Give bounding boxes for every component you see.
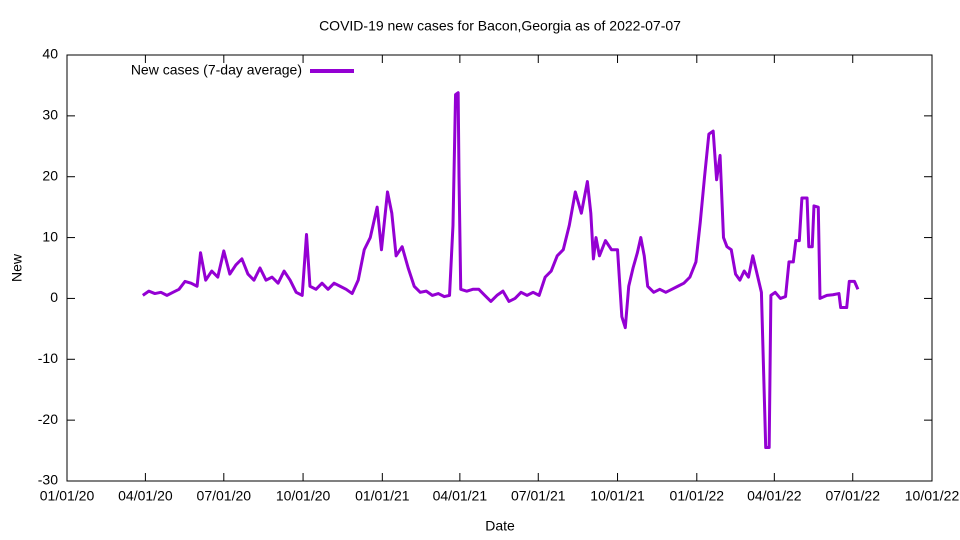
x-tick-label: 07/01/22 (825, 488, 880, 504)
x-tick-label: 10/01/22 (905, 488, 960, 504)
x-axis-label: Date (485, 518, 515, 534)
y-tick-label: -20 (38, 411, 58, 427)
x-tick-label: 10/01/21 (590, 488, 645, 504)
y-tick-label: 10 (42, 228, 58, 244)
y-tick-label: 30 (42, 107, 58, 123)
data-line (141, 91, 860, 450)
chart-title: COVID-19 new cases for Bacon,Georgia as … (319, 18, 681, 34)
x-tick-label: 01/01/22 (670, 488, 725, 504)
y-tick-label: 20 (42, 167, 58, 183)
legend-label: New cases (7-day average) (131, 62, 302, 78)
y-axis-label: New (9, 253, 25, 282)
x-tick-label: 01/01/20 (40, 488, 95, 504)
x-tick-label: 04/01/22 (747, 488, 802, 504)
plot-frame (66, 54, 933, 482)
x-tick-label: 10/01/20 (276, 488, 331, 504)
y-tick-label: -30 (38, 472, 58, 488)
x-tick-label: 07/01/21 (511, 488, 566, 504)
x-tick-label: 01/01/21 (355, 488, 410, 504)
y-tick-label: -10 (38, 350, 58, 366)
x-tick-label: 04/01/21 (433, 488, 488, 504)
y-tick-label: 40 (42, 46, 58, 62)
x-tick-label: 04/01/20 (118, 488, 173, 504)
x-tick-label: 07/01/20 (197, 488, 252, 504)
y-tick-label: 0 (50, 289, 58, 305)
